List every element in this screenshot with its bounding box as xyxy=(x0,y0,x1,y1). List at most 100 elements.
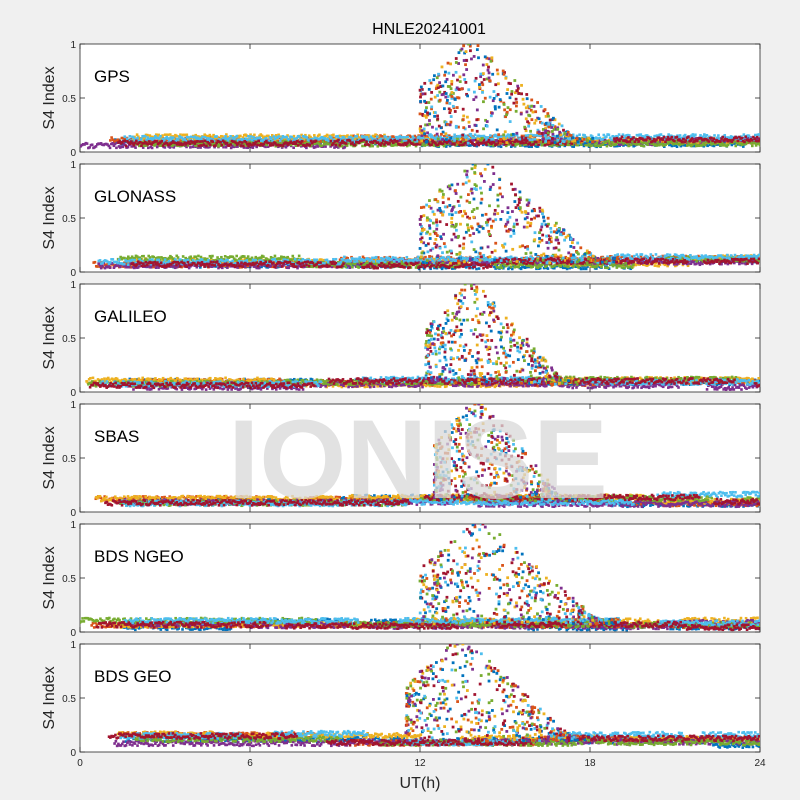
data-point xyxy=(681,137,685,141)
data-point xyxy=(211,140,215,143)
data-point xyxy=(278,139,282,143)
data-point xyxy=(291,142,295,146)
data-point xyxy=(505,110,509,114)
data-point xyxy=(161,137,165,141)
data-point xyxy=(281,144,285,148)
data-point xyxy=(551,123,555,127)
data-point xyxy=(106,143,109,146)
data-point xyxy=(613,137,616,140)
data-point xyxy=(629,143,633,147)
data-point xyxy=(444,134,447,138)
data-point xyxy=(431,139,434,143)
data-point xyxy=(215,135,218,138)
data-point xyxy=(444,142,447,146)
data-point xyxy=(270,265,274,269)
data-point xyxy=(675,140,678,144)
data-point xyxy=(462,73,466,77)
data-point xyxy=(489,114,493,118)
data-point xyxy=(492,144,495,147)
data-point xyxy=(740,135,743,138)
data-point xyxy=(329,143,332,147)
data-point xyxy=(441,92,445,96)
data-point xyxy=(746,136,750,140)
data-point xyxy=(343,138,347,141)
data-point xyxy=(271,139,274,143)
data-point xyxy=(135,133,139,136)
data-point xyxy=(529,108,533,112)
data-point xyxy=(693,139,697,143)
data-point xyxy=(495,128,499,132)
data-point xyxy=(448,141,452,145)
data-point xyxy=(556,126,560,130)
data-point xyxy=(576,143,579,147)
data-point xyxy=(304,133,307,137)
data-point xyxy=(691,133,695,136)
data-point xyxy=(185,145,188,149)
data-point xyxy=(638,140,642,144)
data-point xyxy=(247,134,250,138)
data-point xyxy=(138,144,141,148)
data-point xyxy=(217,145,220,148)
data-point xyxy=(274,134,278,137)
data-point xyxy=(424,101,428,104)
data-point xyxy=(533,121,537,125)
data-point xyxy=(701,135,705,139)
data-point xyxy=(242,144,245,148)
data-point xyxy=(421,143,424,147)
data-point xyxy=(755,135,759,139)
data-point xyxy=(480,81,484,85)
data-point xyxy=(754,139,758,143)
data-point xyxy=(475,144,479,148)
data-point xyxy=(496,93,500,96)
data-point xyxy=(475,118,479,122)
data-point xyxy=(153,144,156,147)
data-point xyxy=(706,144,709,148)
data-point xyxy=(523,134,526,138)
data-point xyxy=(164,143,168,147)
data-point xyxy=(609,144,613,147)
data-point xyxy=(244,140,248,144)
data-point xyxy=(473,143,477,147)
data-point xyxy=(525,97,529,101)
data-point xyxy=(656,141,660,144)
data-point xyxy=(419,125,422,129)
data-point xyxy=(348,139,352,142)
data-point xyxy=(436,83,440,87)
data-point xyxy=(420,139,424,143)
data-point xyxy=(418,142,422,146)
data-point xyxy=(93,260,97,264)
data-point xyxy=(198,140,202,143)
data-point xyxy=(457,62,460,65)
data-point xyxy=(447,134,451,137)
data-point xyxy=(444,132,448,136)
data-point xyxy=(530,104,534,108)
data-point xyxy=(465,68,469,71)
data-point xyxy=(540,121,544,125)
data-point xyxy=(242,146,246,149)
data-point xyxy=(748,139,751,143)
data-point xyxy=(422,129,426,133)
data-point xyxy=(88,146,91,149)
data-point xyxy=(188,142,192,146)
data-point xyxy=(214,144,217,147)
data-point xyxy=(526,120,529,124)
data-point xyxy=(433,114,436,118)
data-point xyxy=(757,139,760,143)
data-point xyxy=(487,138,491,142)
data-point xyxy=(547,114,550,118)
data-point xyxy=(329,139,333,143)
data-point xyxy=(551,132,555,136)
data-point xyxy=(702,144,706,148)
data-point xyxy=(438,98,442,102)
data-point xyxy=(502,103,506,106)
data-point xyxy=(143,134,147,138)
data-point xyxy=(179,139,182,143)
data-point xyxy=(444,80,448,84)
data-point xyxy=(740,136,744,140)
data-point xyxy=(253,133,256,137)
data-point xyxy=(664,143,667,147)
data-point xyxy=(429,135,433,139)
data-point xyxy=(634,143,638,146)
data-point xyxy=(239,134,242,138)
data-point xyxy=(541,134,545,138)
